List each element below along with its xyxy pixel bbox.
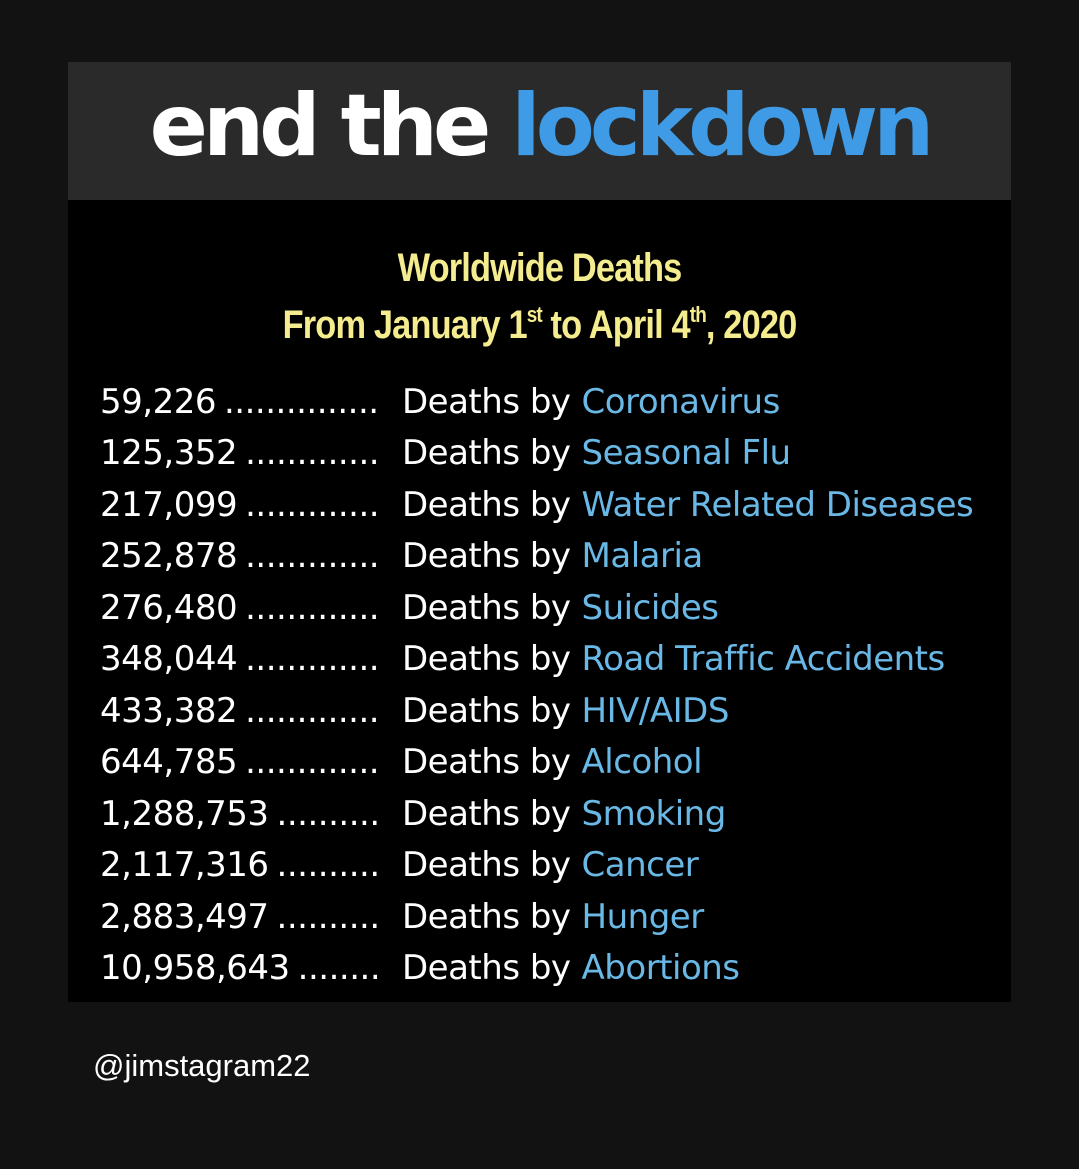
- stat-cause: Cancer: [581, 845, 699, 886]
- stat-row: 2,117,316.......... Deaths by Cancer: [100, 840, 1000, 892]
- stat-cause: Hunger: [581, 896, 705, 937]
- stat-label: Deaths by: [402, 587, 571, 628]
- account-handle[interactable]: @jimstagram22: [93, 1048, 311, 1083]
- dot-leader: ...............: [223, 381, 379, 422]
- stat-value: 276,480: [100, 587, 238, 628]
- dot-leader: .............: [245, 484, 380, 525]
- stat-value: 644,785: [100, 742, 238, 783]
- stat-value: 217,099: [100, 484, 238, 525]
- stat-label: Deaths by: [402, 433, 571, 474]
- death-stats-list: 59,226............... Deaths by Coronaviru…: [100, 376, 1000, 994]
- dot-leader: .............: [245, 433, 380, 474]
- stat-label: Deaths by: [402, 948, 571, 989]
- headline-title: end the lockdown: [68, 76, 1011, 176]
- subtitle-ordinal-th: th: [689, 301, 707, 327]
- stat-row: 59,226............... Deaths by Coronaviru…: [100, 376, 1000, 428]
- stat-label: Deaths by: [402, 793, 571, 834]
- subtitle-to-text: to April 4: [541, 303, 691, 347]
- stat-cause: Alcohol: [581, 742, 703, 783]
- subtitle-ordinal-st: st: [526, 301, 543, 327]
- dot-leader: .............: [245, 639, 380, 680]
- stat-cause: Abortions: [581, 948, 740, 989]
- stat-cause: Coronavirus: [581, 381, 781, 422]
- stat-label: Deaths by: [402, 484, 571, 525]
- stat-value: 59,226: [100, 381, 216, 422]
- stat-row: 2,883,497.......... Deaths by Hunger: [100, 891, 1000, 943]
- stat-value: 10,958,643: [100, 948, 290, 989]
- dot-leader: ........: [297, 948, 381, 989]
- stat-value: 433,382: [100, 690, 238, 731]
- stat-value: 2,117,316: [100, 845, 269, 886]
- stat-label: Deaths by: [402, 690, 571, 731]
- headline-banner: end the lockdown: [68, 62, 1011, 200]
- post-image: end the lockdown Worldwide Deaths From J…: [68, 62, 1011, 1002]
- subtitle-year-text: , 2020: [705, 303, 797, 347]
- dot-leader: ..........: [276, 896, 381, 937]
- subtitle-from-text: From January 1: [282, 303, 528, 347]
- headline-white-text: end the: [149, 76, 492, 176]
- subtitle-line-1: Worldwide Deaths: [397, 246, 683, 290]
- stat-value: 252,878: [100, 536, 238, 577]
- stat-label: Deaths by: [402, 896, 571, 937]
- stat-label: Deaths by: [402, 536, 571, 577]
- dot-leader: ..........: [276, 793, 381, 834]
- headline-blue-text: lockdown: [511, 76, 934, 176]
- dot-leader: .............: [245, 536, 380, 577]
- stat-value: 348,044: [100, 639, 238, 680]
- stat-cause: HIV/AIDS: [581, 690, 730, 731]
- stat-label: Deaths by: [402, 639, 571, 680]
- stat-label: Deaths by: [402, 742, 571, 783]
- stat-value: 2,883,497: [100, 896, 269, 937]
- dot-leader: .............: [245, 690, 380, 731]
- stat-cause: Malaria: [581, 536, 704, 577]
- stat-cause: Smoking: [581, 793, 727, 834]
- subtitle-line-2: From January 1st to April 4th, 2020: [134, 301, 945, 349]
- stat-row: 125,352............. Deaths by Seasonal Fl…: [100, 428, 1000, 480]
- stat-row: 433,382............. Deaths by HIV/AIDS: [100, 685, 1000, 737]
- stat-label: Deaths by: [402, 381, 571, 422]
- stat-row: 348,044............. Deaths by Road Traffi…: [100, 634, 1000, 686]
- stat-cause: Seasonal Flu: [581, 433, 792, 474]
- stat-row: 217,099............. Deaths by Water Relat…: [100, 479, 1000, 531]
- stat-row: 1,288,753.......... Deaths by Smoking: [100, 788, 1000, 840]
- stat-value: 1,288,753: [100, 793, 269, 834]
- stat-row: 644,785............. Deaths by Alcohol: [100, 737, 1000, 789]
- dot-leader: ..........: [276, 845, 381, 886]
- stat-cause: Water Related Diseases: [581, 484, 974, 525]
- stat-value: 125,352: [100, 433, 238, 474]
- stat-cause: Road Traffic Accidents: [581, 639, 946, 680]
- stat-row: 276,480............. Deaths by Suicides: [100, 582, 1000, 634]
- stat-row: 252,878............. Deaths by Malaria: [100, 531, 1000, 583]
- stat-label: Deaths by: [402, 845, 571, 886]
- stat-cause: Suicides: [581, 587, 719, 628]
- stat-row: 10,958,643........ Deaths by Abortions: [100, 943, 1000, 995]
- dot-leader: .............: [245, 742, 380, 783]
- dot-leader: .............: [245, 587, 380, 628]
